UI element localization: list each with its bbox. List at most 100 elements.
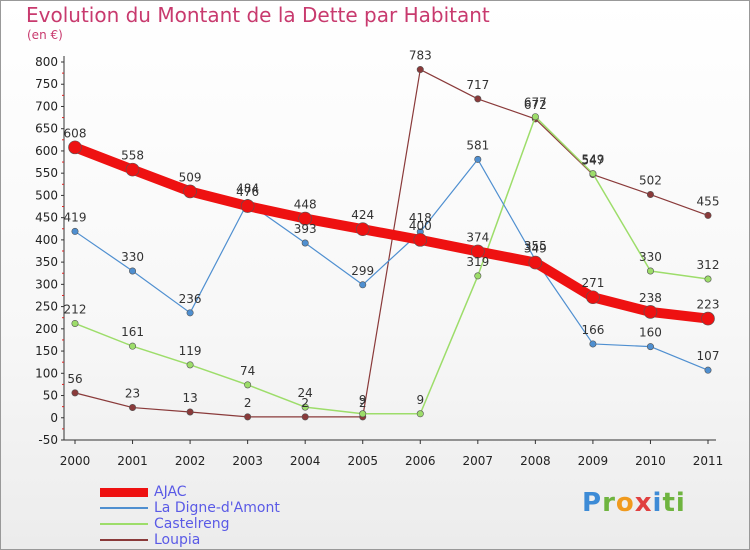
data-label: 119	[179, 344, 202, 358]
data-label: 9	[359, 393, 367, 407]
data-label: 677	[524, 96, 547, 110]
data-point	[125, 162, 140, 177]
data-label: 418	[409, 211, 432, 225]
x-tick-label: 2011	[693, 454, 724, 468]
x-tick-label: 2009	[578, 454, 609, 468]
x-tick-label: 2004	[290, 454, 321, 468]
data-point	[701, 311, 715, 326]
data-label: 312	[697, 258, 720, 272]
proxiti-logo: Proxiti	[582, 488, 686, 518]
data-point	[186, 309, 194, 317]
data-point	[416, 410, 424, 418]
data-point	[474, 95, 482, 103]
data-label: 223	[697, 298, 720, 312]
y-tick-label: 400	[35, 233, 58, 247]
data-point	[646, 343, 654, 351]
data-label: 319	[466, 255, 489, 269]
data-point	[704, 211, 712, 219]
data-point	[298, 211, 312, 226]
data-label: 236	[179, 292, 202, 306]
data-label: 271	[581, 276, 604, 290]
data-point	[531, 113, 539, 121]
x-tick-label: 2003	[232, 454, 263, 468]
data-label: 74	[240, 364, 255, 378]
y-tick-label: 500	[35, 188, 58, 202]
x-tick-label: 2005	[347, 454, 378, 468]
x-tick-label: 2008	[520, 454, 551, 468]
series-line-3	[74, 68, 709, 418]
data-label: 166	[581, 323, 604, 337]
data-point	[646, 267, 654, 275]
legend-item: Loupia	[100, 532, 200, 548]
y-tick-label: 450	[35, 211, 58, 225]
data-point	[129, 404, 137, 412]
data-label: 161	[121, 325, 144, 339]
y-tick-label: 600	[35, 144, 58, 158]
data-label: 717	[466, 78, 489, 92]
y-tick-label: 550	[35, 166, 58, 180]
data-label: 9	[416, 393, 424, 407]
y-tick-label: 150	[35, 344, 58, 358]
data-point	[301, 239, 309, 247]
data-point	[586, 290, 600, 305]
data-label: 330	[639, 250, 662, 264]
data-point	[471, 244, 485, 259]
data-label: 455	[697, 194, 720, 208]
data-point	[646, 191, 654, 199]
legend-item: La Digne-d'Amont	[100, 500, 280, 516]
data-point	[301, 403, 309, 411]
data-label: 160	[639, 326, 662, 340]
data-label: 783	[409, 49, 432, 63]
data-point	[129, 267, 137, 275]
legend-label: Castelreng	[154, 516, 230, 532]
data-label: 238	[639, 291, 662, 305]
data-label: 56	[67, 372, 82, 386]
data-label: 424	[351, 208, 374, 222]
data-label: 393	[294, 222, 317, 236]
y-tick-label: 800	[35, 55, 58, 69]
legend-item: AJAC	[100, 484, 187, 500]
data-point	[244, 381, 252, 389]
data-label: 299	[351, 264, 374, 278]
data-point	[474, 272, 482, 280]
y-tick-label: 100	[35, 366, 58, 380]
data-point	[71, 227, 79, 235]
x-tick-label: 2000	[60, 454, 91, 468]
legend-swatch	[100, 487, 148, 497]
data-point	[301, 413, 309, 421]
series-line-2	[74, 115, 709, 415]
data-label: 400	[409, 219, 432, 233]
data-point	[704, 366, 712, 374]
series-line-0	[70, 142, 713, 324]
chart-unit: (en €)	[27, 28, 63, 42]
y-tick-label: 50	[43, 389, 58, 403]
data-point	[413, 233, 428, 247]
data-label: 549	[581, 153, 604, 167]
y-tick-label: 650	[35, 122, 58, 136]
data-label: 484	[236, 182, 259, 196]
x-tick-label: 2001	[117, 454, 148, 468]
data-label: 13	[182, 391, 197, 405]
data-point	[183, 184, 197, 199]
data-point	[244, 413, 252, 421]
legend-label: AJAC	[154, 484, 187, 500]
data-label: 502	[639, 174, 662, 188]
data-label: 212	[64, 302, 87, 316]
data-label: 672	[524, 98, 547, 112]
y-tick-label: 350	[35, 255, 58, 269]
data-label: 355	[524, 239, 547, 253]
data-label: 581	[466, 138, 489, 152]
y-tick-label: 200	[35, 322, 58, 336]
data-label: 419	[64, 210, 87, 224]
legend-label: La Digne-d'Amont	[154, 500, 280, 516]
data-point	[71, 319, 79, 327]
chart-title: Evolution du Montant de la Dette par Hab…	[26, 3, 490, 27]
data-label: 330	[121, 250, 144, 264]
x-tick-label: 2006	[405, 454, 436, 468]
y-tick-label: 750	[35, 77, 58, 91]
data-point	[528, 255, 543, 270]
data-point	[186, 361, 194, 369]
data-point	[355, 222, 370, 237]
data-point	[129, 342, 137, 350]
